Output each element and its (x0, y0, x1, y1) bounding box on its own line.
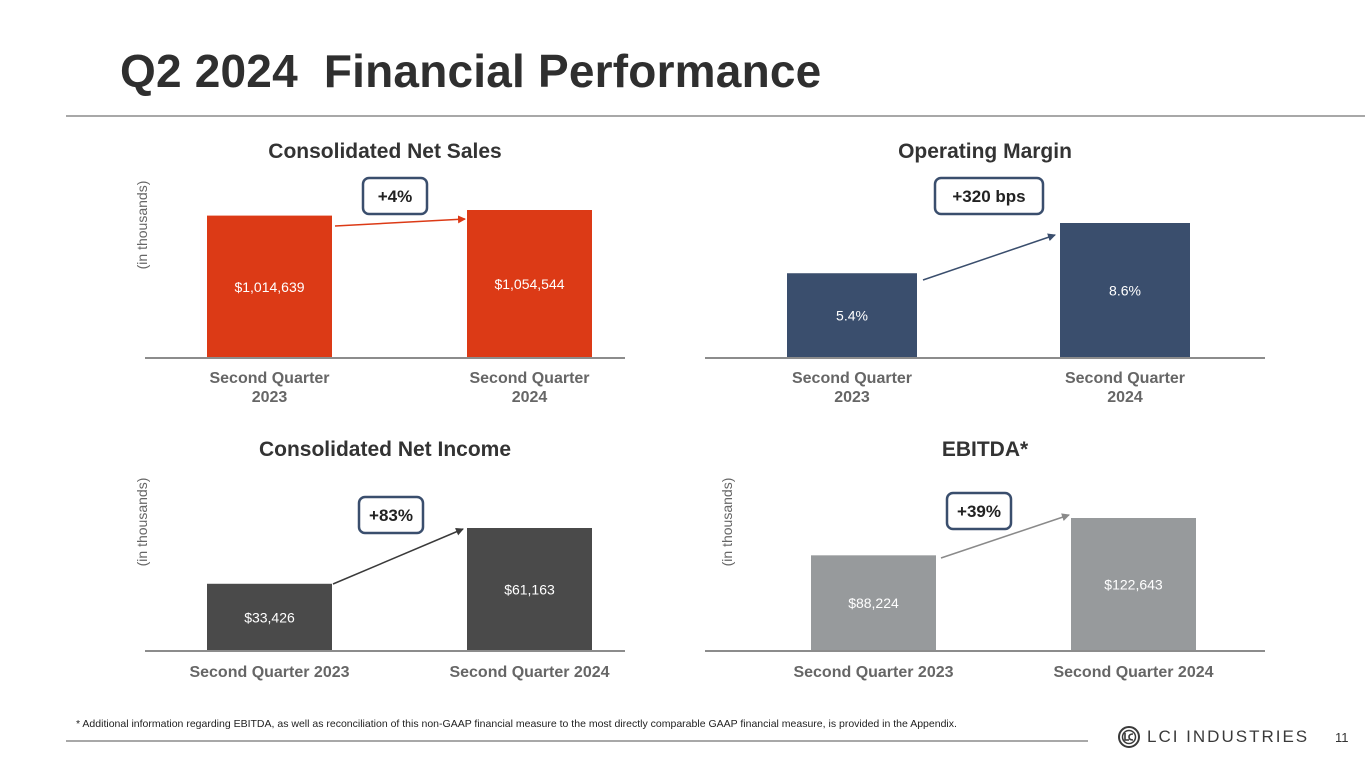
change-badge-label: +39% (957, 502, 1001, 521)
change-badge-label: +320 bps (952, 187, 1025, 206)
company-logo: LCI INDUSTRIES (1118, 726, 1309, 748)
data-label: $1,014,639 (234, 279, 304, 295)
x-tick-label: Second Quarter (209, 370, 329, 387)
chart-plot: $33,426 Second Quarter 2023 $61,163 Second … (145, 495, 625, 681)
x-tick-label: Second Quarter (792, 370, 912, 387)
change-arrow (332, 528, 464, 585)
net-sales-chart: Consolidated Net Sales (in thousands) $1,0… (134, 138, 625, 410)
ebitda-chart: EBITDA* (in thousands) $88,224 Second Quart… (705, 436, 1265, 686)
change-badge-label: +83% (369, 506, 413, 525)
x-tick-label: Second Quarter (469, 370, 589, 387)
data-label: $122,643 (1104, 577, 1163, 593)
x-tick-label: 2023 (252, 389, 288, 406)
page-title: Q2 2024 Financial Performance (120, 45, 822, 97)
x-tick-label: Second Quarter 2024 (1053, 664, 1213, 681)
operating-margin-chart: Operating Margin 5.4% Second Quarter 2023 8.… (705, 138, 1265, 410)
change-arrow (940, 513, 1070, 559)
bar (1071, 518, 1196, 651)
bar (467, 210, 592, 358)
x-tick-label: 2024 (1107, 389, 1143, 406)
chart-title: Consolidated Net Income (258, 438, 512, 461)
data-label: $88,224 (848, 595, 899, 611)
footnote: * Additional information regarding EBITD… (76, 718, 957, 730)
bar (467, 528, 592, 651)
x-tick-label: Second Quarter 2023 (793, 664, 953, 681)
bar (207, 215, 332, 358)
lci-logo-icon (1118, 726, 1140, 748)
chart-title: Consolidated Net Sales (268, 140, 502, 163)
change-badge (361, 176, 429, 216)
change-badge (933, 176, 1045, 216)
change-badge (357, 495, 425, 535)
data-label: $61,163 (504, 582, 555, 598)
logo-text: LCI INDUSTRIES (1147, 727, 1310, 746)
change-arrow (334, 215, 466, 227)
data-label: $1,054,544 (494, 276, 564, 292)
chart-plot: $88,224 Second Quarter 2023 $122,643 Second… (705, 491, 1265, 681)
bar (787, 273, 917, 358)
title-divider (66, 115, 1365, 117)
change-arrow (922, 233, 1056, 281)
data-label: 5.4% (836, 308, 868, 324)
chart-plot: 5.4% Second Quarter 2023 8.6% Second Quarter… (705, 176, 1265, 406)
x-tick-label: Second Quarter 2023 (189, 664, 349, 681)
footer-divider (66, 740, 1088, 742)
x-tick-label: Second Quarter (1065, 370, 1185, 387)
data-label: 8.6% (1109, 283, 1141, 299)
chart-title: Operating Margin (898, 140, 1072, 163)
bar (1060, 223, 1190, 358)
chart-plot: $1,014,639 Second Quarter 2023 $1,054,544 Se… (145, 176, 625, 406)
x-tick-label: 2023 (834, 389, 870, 406)
x-tick-label: Second Quarter 2024 (449, 664, 609, 681)
change-badge-label: +4% (378, 187, 413, 206)
bar (811, 555, 936, 651)
chart-title: EBITDA* (941, 438, 1029, 461)
data-label: $33,426 (244, 609, 295, 625)
x-tick-label: 2024 (512, 389, 548, 406)
net-income-chart: Consolidated Net Income (in thousands) $33… (134, 436, 625, 686)
change-badge (945, 491, 1013, 531)
bar (207, 583, 332, 651)
page-number: 11 (1335, 730, 1349, 745)
